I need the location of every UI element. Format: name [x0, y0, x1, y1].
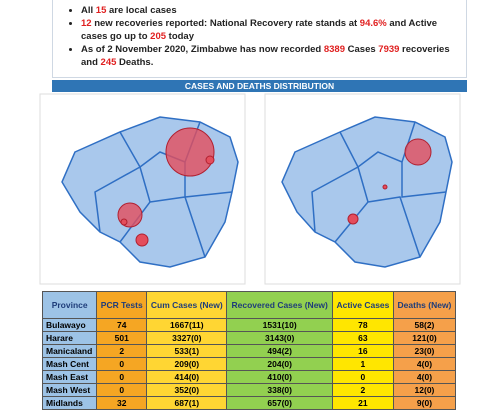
table-cell: Bulawayo — [41, 318, 98, 332]
table-cell: Mash West — [41, 383, 98, 397]
table-row: Mash Cent 0 209(0) 204(0) 1 4(0) — [41, 357, 457, 371]
bullet-text: 94.6% — [359, 18, 387, 29]
map-left — [61, 116, 239, 268]
bullet-text: 245 — [100, 57, 117, 68]
bullet: As of 2 November 2020, Zimbabwe has now … — [81, 43, 458, 69]
bullet-text: 205 — [150, 31, 167, 42]
table-cell: 63 — [331, 331, 394, 345]
table-cell: 3327(0) — [146, 331, 228, 345]
table-cell: 58(2) — [392, 318, 457, 332]
column-header: Cum Cases (New) — [146, 291, 228, 319]
table-cell: 209(0) — [146, 357, 228, 371]
bullet-box: All 15 are local cases12 new recoveries … — [52, 0, 467, 78]
table-cell: 414(0) — [146, 370, 228, 384]
table-row: Harare 501 3327(0) 3143(0) 63 121(0) — [41, 331, 457, 345]
table-cell: Mash East — [41, 370, 98, 384]
table-cell: 657(0) — [226, 396, 333, 410]
table-cell: 12(0) — [392, 383, 457, 397]
bullet-text: 8389 — [323, 44, 345, 55]
bullet-list: All 15 are local cases12 new recoveries … — [67, 4, 458, 69]
section-title: CASES AND DEATHS DISTRIBUTION — [52, 80, 467, 92]
table-cell: 204(0) — [226, 357, 333, 371]
table-cell: 23(0) — [392, 344, 457, 358]
table-cell: Mash Cent — [41, 357, 98, 371]
bullet-text: All — [81, 5, 96, 16]
bullet-text: new recoveries reported: National Recove… — [91, 18, 360, 29]
table-cell: 0 — [331, 370, 394, 384]
bullet-text: Cases — [345, 44, 379, 55]
column-header: Recovered Cases (New) — [226, 291, 333, 319]
table-row: Manicaland 2 533(1) 494(2) 16 23(0) — [41, 344, 457, 358]
table-cell: 2 — [96, 344, 148, 358]
table-cell: 1 — [331, 357, 394, 371]
table-cell: 0 — [96, 370, 148, 384]
bullet-text: Deaths. — [116, 57, 154, 68]
table-cell: 352(0) — [146, 383, 228, 397]
table-cell: 0 — [96, 357, 148, 371]
column-header: Province — [41, 291, 98, 319]
bullet-text: and Active cases go up to — [81, 18, 438, 42]
column-header: PCR Tests — [96, 291, 148, 319]
column-header: Active Cases — [331, 291, 394, 319]
table-cell: Harare — [41, 331, 98, 345]
table-cell: 410(0) — [226, 370, 333, 384]
bullet-text: 7939 — [378, 44, 400, 55]
table-cell: 2 — [331, 383, 394, 397]
table-row: Midlands 32 687(1) 657(0) 21 9(0) — [41, 396, 457, 410]
table-cell: 78 — [331, 318, 394, 332]
table-cell: 0 — [96, 383, 148, 397]
province-table: Province PCR Tests Cum Cases (New) Recovere… — [41, 291, 457, 410]
table-cell: Midlands — [41, 396, 98, 410]
maps — [39, 93, 461, 285]
table-row: Mash East 0 414(0) 410(0) 0 4(0) — [41, 370, 457, 384]
bullet: 12 new recoveries reported: National Rec… — [81, 17, 458, 43]
table-cell: 338(0) — [226, 383, 333, 397]
table-cell: 21 — [331, 396, 394, 410]
table-cell: 3143(0) — [226, 331, 333, 345]
table-row: Mash West 0 352(0) 338(0) 2 12(0) — [41, 383, 457, 397]
bullet-text: 12 — [81, 18, 92, 29]
table-cell: 4(0) — [392, 370, 457, 384]
table-cell: 501 — [96, 331, 148, 345]
table-cell: 494(2) — [226, 344, 333, 358]
table-cell: Manicaland — [41, 344, 98, 358]
table-cell: 16 — [331, 344, 394, 358]
bullet-text: 15 — [95, 5, 107, 16]
table-cell: 4(0) — [392, 357, 457, 371]
table-cell: 687(1) — [146, 396, 228, 410]
map-right — [281, 116, 453, 268]
bullet-text: As of 2 November 2020, Zimbabwe has now … — [81, 44, 324, 55]
table-cell: 533(1) — [146, 344, 228, 358]
table-cell: 121(0) — [392, 331, 457, 345]
table-cell: 32 — [96, 396, 148, 410]
table-row: Bulawayo 74 1667(11) 1531(10) 78 58(2) — [41, 318, 457, 332]
bullet-text: today — [166, 31, 194, 42]
bullet-text: recoveries and — [81, 44, 450, 68]
bullet: All 15 are local cases — [81, 4, 458, 17]
table-cell: 9(0) — [392, 396, 457, 410]
bullet-text: are local cases — [106, 5, 177, 16]
table-cell: 1531(10) — [226, 318, 333, 332]
table-cell: 1667(11) — [146, 318, 228, 332]
table-cell: 74 — [96, 318, 148, 332]
column-header: Deaths (New) — [392, 291, 457, 319]
